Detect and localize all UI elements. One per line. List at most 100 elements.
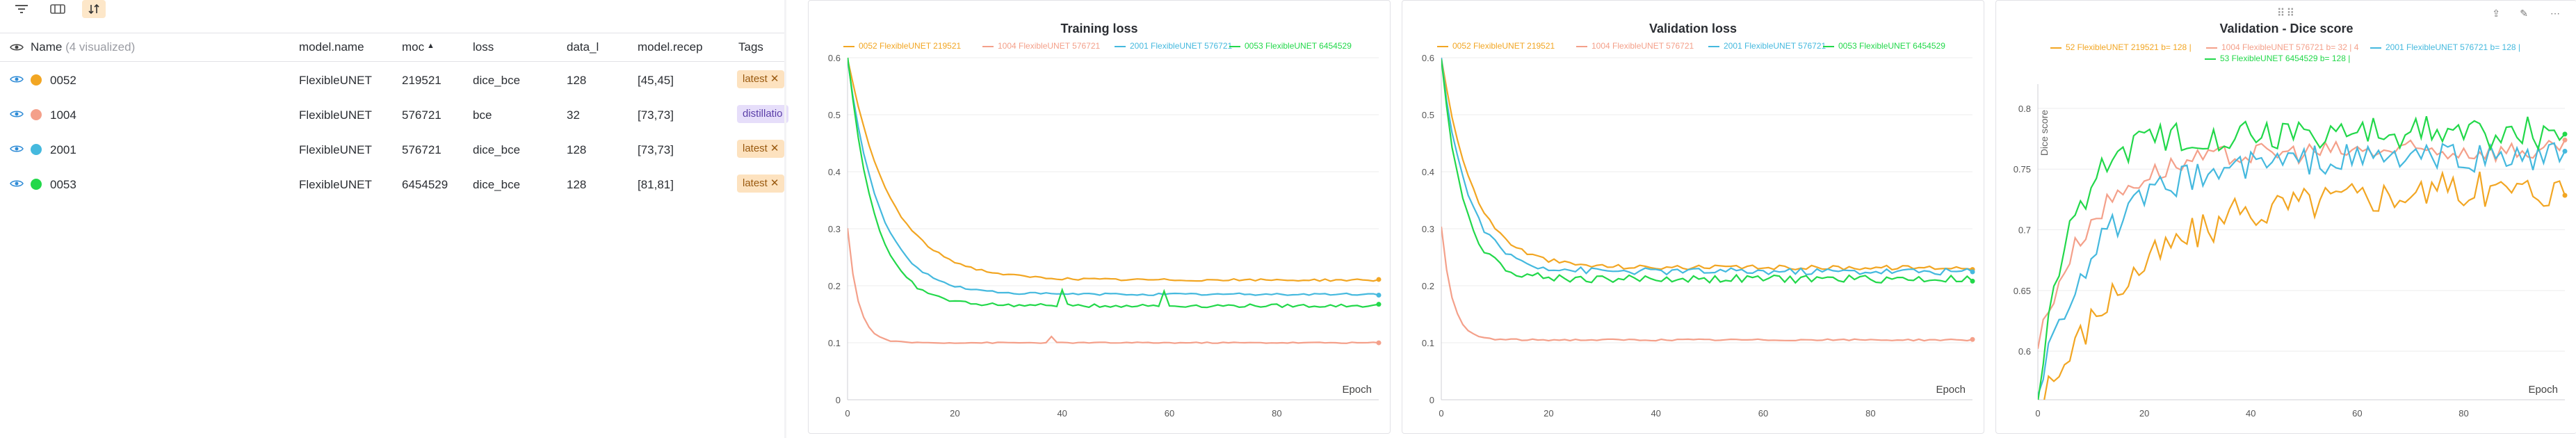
y-tick-label: 0 (836, 395, 841, 405)
y-tick-label: 0.1 (828, 338, 841, 348)
run-color-swatch[interactable] (31, 74, 42, 86)
legend-swatch (1115, 45, 1126, 47)
panel-divider[interactable] (784, 0, 786, 438)
header-data[interactable]: data_l (567, 40, 599, 54)
tag-label: latest (743, 73, 768, 85)
legend-item[interactable]: 0052 FlexibleUNET 219521 (843, 41, 961, 51)
x-tick-label: 80 (2458, 408, 2468, 419)
header-recep[interactable]: model.recep (638, 40, 703, 54)
drag-handle-icon[interactable]: ⠿⠿ (2276, 8, 2296, 19)
legend-label: 1004 FlexibleUNET 576721 b= 32 | 4 (2221, 42, 2359, 52)
series-line (848, 58, 1379, 282)
cell-recep: [45,45] (638, 74, 674, 87)
tag-badge[interactable]: latest ✕ (737, 70, 785, 88)
training-loss-chart[interactable]: 0 0.1 0.2 0.3 0.4 0.5 0.6 0 20 40 60 80 Epoch (809, 1, 1390, 433)
cell-loss: dice_bce (473, 74, 521, 87)
cell-data: 128 (567, 74, 587, 87)
sort-icon (88, 3, 99, 15)
legend-item[interactable]: 1004 FlexibleUNET 576721 b= 32 | 4 (2206, 42, 2358, 52)
tag-badge[interactable]: latest ✕ (737, 175, 785, 193)
header-loss[interactable]: loss (473, 40, 494, 54)
visibility-eye-icon[interactable] (10, 74, 24, 84)
run-name[interactable]: 0052 (50, 74, 76, 87)
legend-item[interactable]: 2001 FlexibleUNET 576721 (1708, 41, 1826, 51)
y-tick-label: 0.7 (2018, 225, 2031, 236)
series-line (2038, 142, 2565, 396)
run-color-swatch[interactable] (31, 179, 42, 190)
legend-item[interactable]: 1004 FlexibleUNET 576721 (1576, 41, 1694, 51)
legend-swatch (1229, 45, 1240, 47)
remove-tag-icon[interactable]: ✕ (770, 143, 779, 154)
table-row[interactable]: 0053 FlexibleUNET 6454529 dice_bce 128 [81,81… (0, 168, 785, 203)
x-tick-label: 0 (845, 408, 850, 419)
y-tick-label: 0.4 (1422, 167, 1434, 177)
tag-label: latest (743, 143, 768, 154)
cell-data: 128 (567, 178, 587, 191)
dice-score-chart[interactable]: 0.6 0.65 0.7 0.75 0.8 0 20 40 60 80 Epoch Dice scor… (1996, 1, 2576, 433)
columns-button[interactable] (46, 0, 70, 18)
tag-label: distillatio (743, 108, 783, 120)
edit-icon[interactable]: ✎ (2520, 8, 2528, 19)
series-line (848, 228, 1379, 344)
y-tick-label: 0.65 (2014, 286, 2031, 296)
filter-button[interactable] (10, 0, 33, 18)
series-end-point (1376, 277, 1382, 282)
legend-swatch (2205, 58, 2216, 60)
legend-item[interactable]: 0053 FlexibleUNET 6454529 (1823, 41, 1945, 51)
columns-icon (50, 4, 65, 14)
remove-tag-icon[interactable]: ✕ (770, 73, 779, 85)
sort-button[interactable] (82, 0, 106, 18)
x-tick-label: 40 (2246, 408, 2255, 419)
header-tags[interactable]: Tags (738, 40, 763, 54)
header-moc[interactable]: moc (402, 40, 425, 54)
legend-swatch (2370, 47, 2381, 49)
validation-loss-chart[interactable]: 0 0.1 0.2 0.3 0.4 0.5 0.6 0 20 40 60 80 Epoch (1402, 1, 1984, 433)
y-tick-label: 0 (1429, 395, 1434, 405)
x-tick-label: 20 (1544, 408, 1553, 419)
series-line (2038, 139, 2565, 349)
header-model-name[interactable]: model.name (299, 40, 364, 54)
cell-model-name: FlexibleUNET (299, 74, 372, 87)
x-tick-label: 20 (2139, 408, 2149, 419)
legend-item[interactable]: 52 FlexibleUNET 219521 b= 128 | (2050, 42, 2192, 52)
legend-item[interactable]: 0052 FlexibleUNET 219521 (1437, 41, 1555, 51)
legend-label: 0053 FlexibleUNET 6454529 (1245, 41, 1352, 51)
visibility-eye-icon[interactable] (10, 144, 24, 154)
series-end-point (2562, 193, 2568, 198)
cell-model-name: FlexibleUNET (299, 178, 372, 191)
run-name[interactable]: 1004 (50, 108, 76, 122)
legend-label: 0053 FlexibleUNET 6454529 (1838, 41, 1945, 51)
visibility-toggle-all-icon[interactable] (10, 42, 24, 52)
legend-item[interactable]: 2001 FlexibleUNET 576721 b= 128 | (2370, 42, 2520, 52)
cell-recep: [73,73] (638, 108, 674, 122)
legend-item[interactable]: 53 FlexibleUNET 6454529 b= 128 | (2205, 54, 2350, 63)
tag-badge[interactable]: distillatio (737, 105, 788, 123)
cell-params: 6454529 (402, 178, 448, 191)
cell-model-name: FlexibleUNET (299, 108, 372, 122)
remove-tag-icon[interactable]: ✕ (770, 177, 779, 189)
run-name[interactable]: 2001 (50, 143, 76, 156)
cell-loss: bce (473, 108, 492, 122)
share-icon[interactable]: ⇪ (2492, 8, 2500, 19)
y-tick-label: 0.6 (828, 53, 841, 63)
table-row[interactable]: 1004 FlexibleUNET 576721 bce 32 [73,73] distil… (0, 99, 788, 133)
legend-item[interactable]: 0053 FlexibleUNET 6454529 (1229, 41, 1352, 51)
training-loss-panel: Training loss 0052 FlexibleUNET 219521 10… (808, 0, 1391, 434)
visibility-eye-icon[interactable] (10, 179, 24, 188)
table-row[interactable]: 0052 FlexibleUNET 219521 dice_bce 128 [45,45]… (0, 64, 785, 99)
more-icon[interactable]: ⋯ (2550, 8, 2560, 19)
legend-swatch (1437, 45, 1448, 47)
run-color-swatch[interactable] (31, 109, 42, 120)
visibility-eye-icon[interactable] (10, 109, 24, 119)
table-row[interactable]: 2001 FlexibleUNET 576721 dice_bce 128 [73,73]… (0, 133, 785, 168)
cell-data: 32 (567, 108, 580, 122)
legend-item[interactable]: 1004 FlexibleUNET 576721 (982, 41, 1100, 51)
tag-badge[interactable]: latest ✕ (737, 140, 785, 158)
x-tick-label: 60 (1165, 408, 1174, 419)
series-end-point (2562, 148, 2568, 154)
header-name[interactable]: Name (4 visualized) (31, 40, 136, 54)
legend-item[interactable]: 2001 FlexibleUNET 576721 (1115, 41, 1232, 51)
run-name[interactable]: 0053 (50, 178, 76, 191)
x-axis-label: Epoch (2528, 384, 2558, 396)
run-color-swatch[interactable] (31, 144, 42, 155)
